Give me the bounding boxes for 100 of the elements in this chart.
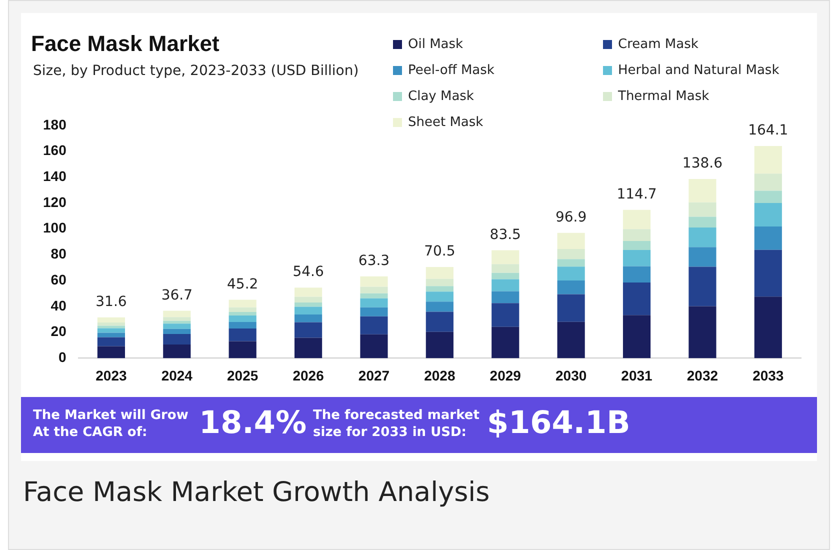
y-tick-label: 20 [50,323,67,340]
text: Face Mask Market Growth Analysis [23,477,490,508]
bar [492,279,520,292]
bar [426,292,454,302]
text: The forecasted market size for 2033 in USD: [313,408,480,440]
total-label: 164.1 [748,122,788,139]
bar [360,298,388,308]
bar [688,306,716,358]
x-tick-label: 2023 [96,367,127,384]
bar [97,326,125,328]
bar [426,302,454,312]
x-tick-label: 2029 [490,367,522,384]
x-tick-label: 2030 [555,367,587,384]
bar [622,315,651,358]
bar [97,317,125,323]
bar [754,174,782,191]
bar [622,282,651,316]
x-tick-label: 2026 [292,367,324,384]
bar [688,227,716,248]
bar [228,328,256,342]
y-tick-label: 60 [50,271,67,288]
legend-label: Cream Mask [618,36,698,52]
total-label: 138.6 [682,156,723,172]
bar [622,266,651,283]
bar [360,276,388,287]
chart-title: Face Mask Market [31,31,220,57]
text: 18.4% [199,405,307,441]
bar [557,280,585,294]
chart-subtitle: Size, by Product type, 2023-2033 (USD Billion) [33,63,359,79]
bar [294,338,322,358]
bar [622,229,651,242]
bar [163,344,191,358]
bar [426,278,454,286]
bar [294,314,322,322]
bar [228,307,256,312]
bar [163,310,191,318]
x-tick-label: 2033 [752,367,784,384]
total-label: 31.6 [96,294,127,310]
bar [557,259,585,267]
bar [294,288,322,297]
bar [228,322,256,328]
y-tick-label: 80 [50,246,67,262]
bar [228,300,256,308]
bar [360,307,388,316]
y-tick-label: 140 [43,168,67,184]
bar [228,312,256,316]
bar [426,332,454,358]
x-tick-label: 2027 [358,367,390,384]
bar [294,322,322,338]
bar [557,249,585,260]
bar [688,247,716,267]
bar [97,328,125,333]
bar [754,296,782,358]
total-label: 36.7 [161,287,192,304]
total-label: 114.7 [616,186,657,202]
bar [754,190,782,203]
x-tick-label: 2028 [424,367,456,384]
bar [557,294,585,322]
bar [688,202,716,217]
legend-label: Thermal Mask [618,88,710,104]
bar [492,326,520,358]
bar [557,266,585,280]
bar [228,341,256,358]
bar [557,322,585,358]
legend-label: Sheet Mask [408,114,484,130]
bar [97,337,125,346]
x-tick-label: 2032 [686,367,718,384]
total-label: 70.5 [424,244,456,260]
bar [163,334,191,344]
bar [492,272,520,280]
total-label: 63.3 [358,252,390,269]
text: The Market will Grow At the CAGR of: [33,408,188,440]
bar [163,324,191,329]
bar [622,210,651,230]
bar [228,316,256,322]
bar [754,250,782,297]
bar [97,322,125,326]
bar [360,286,388,294]
bar [163,317,191,321]
x-tick-label: 2025 [227,367,258,384]
y-tick-label: 0 [58,349,67,366]
bar [426,312,454,332]
bar [688,266,716,306]
bar [688,216,716,228]
bar [360,293,388,298]
legend-label: Peel-off Mask [408,62,494,78]
bar [426,286,454,292]
total-label: 45.2 [227,276,258,292]
bar [294,296,322,302]
bar [492,291,520,304]
total-label: 83.5 [490,226,521,243]
total-label: 54.6 [292,264,324,280]
x-tick-label: 2031 [621,367,653,384]
bar [622,250,651,266]
bar [622,241,651,250]
bar [688,178,716,202]
y-tick-label: 180 [43,116,67,132]
bar [163,328,191,334]
bar [754,203,782,227]
legend-label: Oil Mask [408,36,464,52]
